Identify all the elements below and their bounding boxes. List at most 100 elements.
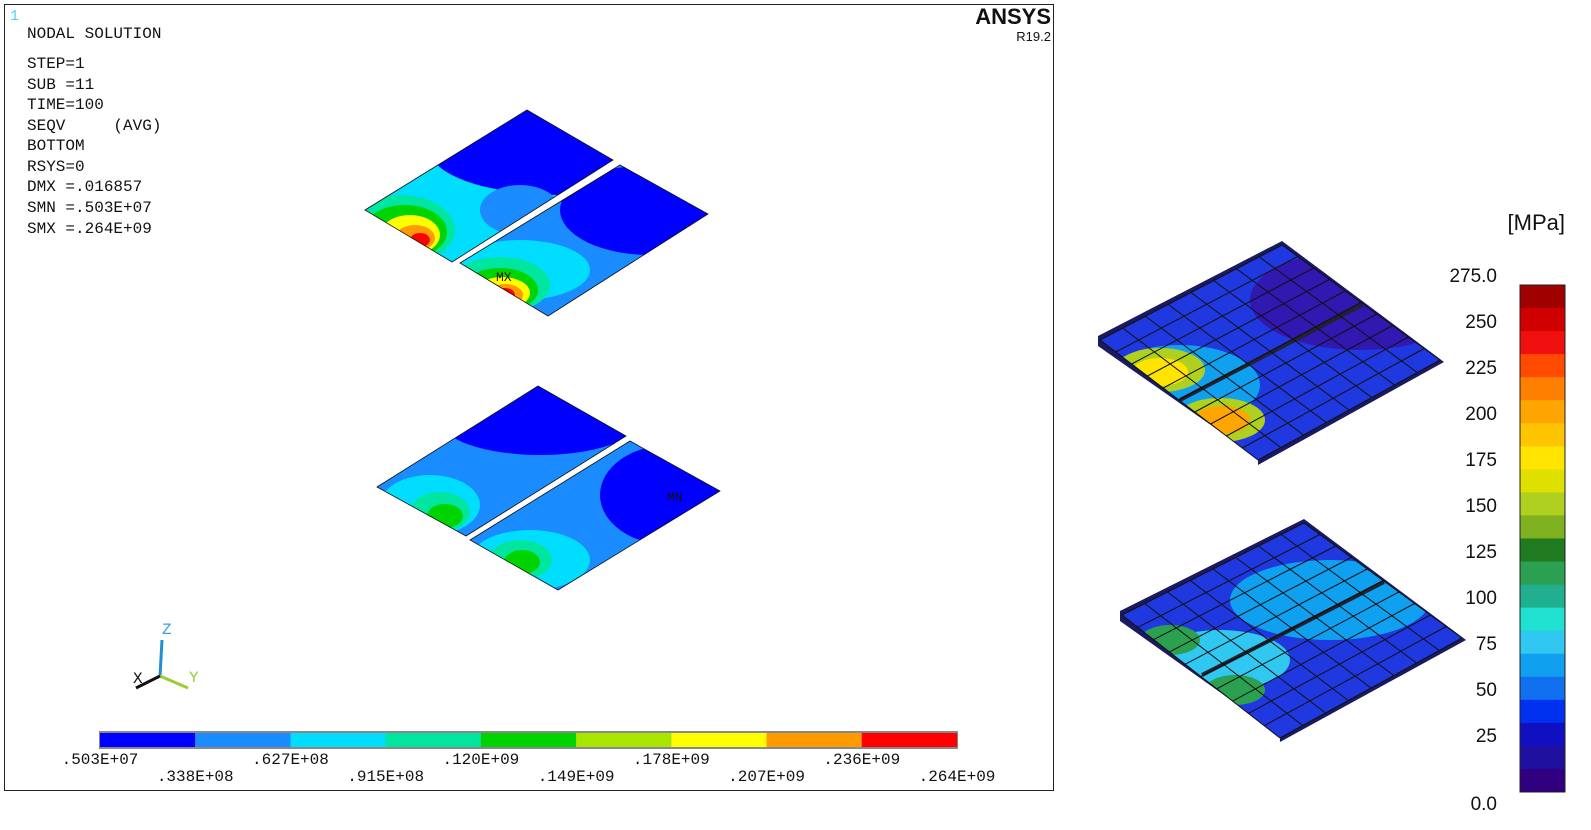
legend-swatch: [195, 733, 291, 747]
legend-swatch: [100, 733, 196, 747]
legend-swatch: [1520, 745, 1565, 770]
version: R19.2: [1016, 29, 1051, 44]
legend-label: 100: [1465, 588, 1497, 609]
info-line: NODAL SOLUTION: [27, 25, 161, 43]
legend-label: .338E+08: [157, 768, 234, 786]
triad-label: X: [133, 670, 143, 688]
mesh-line: [1263, 626, 1447, 727]
legend-swatch: [1520, 538, 1565, 563]
legend-swatch: [1520, 285, 1565, 309]
legend-swatch: [1520, 377, 1565, 401]
legend-label: .264E+09: [919, 768, 996, 786]
plate-outline: [459, 164, 709, 317]
info-line: SUB =11: [27, 76, 94, 94]
info-line: TIME=100: [27, 96, 104, 114]
max-marker: MX: [496, 270, 512, 285]
legend-label: .149E+09: [538, 768, 615, 786]
legend-label: .627E+08: [252, 751, 329, 769]
mesh-line: [1257, 359, 1441, 461]
mesh-line: [1248, 614, 1431, 714]
info-line: STEP=1: [27, 55, 85, 73]
legend-swatch: [1520, 331, 1565, 355]
mesh-line: [1131, 267, 1314, 365]
legend-label: 250: [1465, 312, 1497, 333]
legend-swatch: [290, 733, 386, 747]
legend-swatch: [480, 733, 577, 747]
triad-label: Z: [162, 621, 172, 639]
legend-swatch: [385, 733, 481, 747]
legend-frame: [1519, 284, 1566, 793]
info-line: SMN =.503E+07: [27, 199, 152, 217]
mesh-line: [1210, 325, 1393, 425]
info-line: SEQV (AVG): [27, 117, 161, 135]
mesh-line: [1241, 348, 1425, 449]
legend-swatch: [1520, 653, 1565, 678]
legend-label: 25: [1476, 726, 1497, 747]
render-top: [1098, 241, 1444, 465]
legend-swatch: [1520, 354, 1565, 378]
triad: Z X Y: [133, 621, 199, 690]
window-number: 1: [10, 8, 19, 25]
legend-swatch: [576, 733, 672, 747]
info-block: NODAL SOLUTION STEP=1 SUB =11 TIME=100 SEQV …: [27, 25, 161, 238]
legend-label: .915E+08: [347, 768, 424, 786]
legend-swatch: [1520, 308, 1565, 332]
legend-swatch: [671, 733, 767, 747]
legend-swatch: [1520, 469, 1565, 493]
mesh-line: [1162, 290, 1346, 389]
mesh-line: [1194, 313, 1378, 413]
legend-swatch: [1520, 676, 1565, 701]
legend-swatch: [1520, 423, 1565, 447]
legend-swatch: [861, 733, 957, 747]
legend-label: .503E+07: [62, 751, 139, 769]
mpa-legend: 275.0 250 225 200 175 150 125 100 75 50 25 0.0: [1449, 266, 1566, 815]
legend-swatch: [766, 733, 862, 747]
min-marker: MN: [667, 490, 683, 505]
mesh-line: [1200, 580, 1384, 677]
mesh-line: [1279, 637, 1463, 739]
legend-swatch: [1520, 561, 1565, 586]
mesh-line: [1137, 534, 1321, 628]
legend-label: .236E+09: [823, 751, 900, 769]
info-line: BOTTOM: [27, 137, 85, 155]
mesh-line: [1121, 522, 1305, 616]
legend-swatch: [1520, 492, 1565, 516]
info-line: SMX =.264E+09: [27, 220, 152, 238]
legend-swatch: [1520, 515, 1565, 539]
plate-outline: [469, 440, 721, 591]
triad-label: Y: [189, 669, 199, 687]
unit-label: [MPa]: [1508, 210, 1565, 235]
mesh-line: [1169, 557, 1352, 653]
legend-swatch: [1520, 584, 1565, 609]
legend-label: 200: [1465, 404, 1497, 425]
ansys-legend: .503E+07 .338E+08 .627E+08 .915E+08 .120E+09…: [62, 731, 996, 786]
legend-swatch: [1520, 768, 1565, 793]
legend-swatch: [1520, 722, 1565, 747]
legend-label: 275.0: [1449, 266, 1497, 287]
info-line: DMX =.016857: [27, 178, 142, 196]
legend-swatch: [1520, 446, 1565, 470]
legend-label: 0.0: [1471, 794, 1497, 815]
legend-swatch: [1520, 630, 1565, 655]
legend-label: 150: [1465, 496, 1497, 517]
mesh-line: [1178, 302, 1362, 401]
legend-label: .120E+09: [442, 751, 519, 769]
legend-label: 175: [1465, 450, 1497, 471]
legend-label: 50: [1476, 680, 1497, 701]
legend-label: 125: [1465, 542, 1497, 563]
legend-swatch: [1520, 607, 1565, 632]
mesh-line: [1099, 244, 1283, 341]
mesh-line: [1216, 591, 1400, 690]
mesh-line: [1153, 545, 1336, 641]
mesh-line: [1232, 603, 1415, 702]
legend-swatch: [1520, 699, 1565, 724]
mesh-line: [1147, 279, 1330, 377]
legend-label: 75: [1476, 634, 1497, 655]
mesh-line: [1184, 568, 1368, 665]
logo: ANSYS: [975, 4, 1051, 29]
plate-outline: [364, 109, 614, 263]
legend-label: 225: [1465, 358, 1497, 379]
mesh-line: [1226, 336, 1409, 437]
mesh-line: [1115, 256, 1299, 353]
